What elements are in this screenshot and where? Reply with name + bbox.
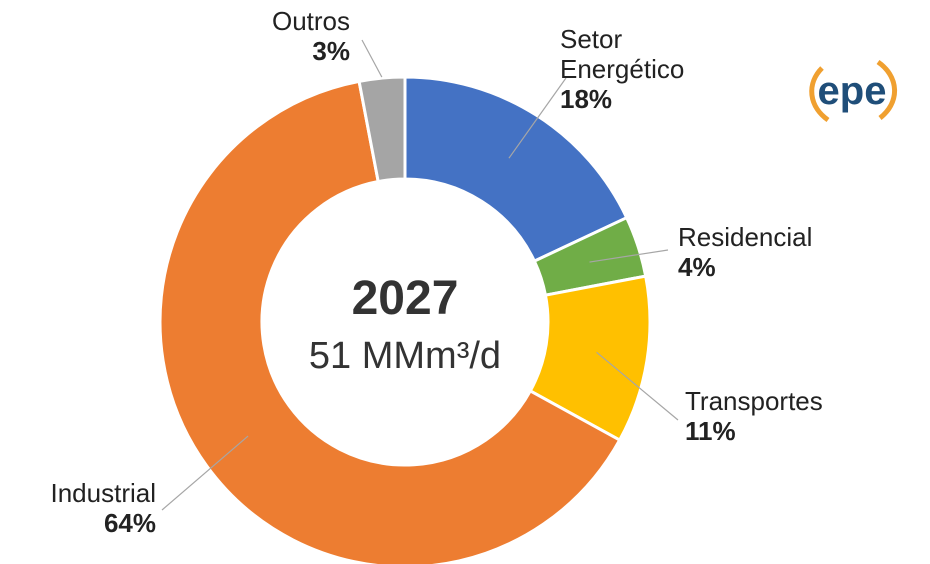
- leader-line: [161, 435, 249, 511]
- donut-slice: [158, 79, 622, 564]
- value-label: 64%: [103, 508, 156, 538]
- logo-arc: [876, 59, 898, 120]
- value-label: 11%: [685, 416, 736, 446]
- value-label: 4%: [678, 252, 716, 282]
- category-label: Industrial: [50, 478, 157, 508]
- logo-arc: [809, 66, 830, 123]
- category-label: Transportes: [685, 386, 823, 416]
- leader-line: [508, 77, 567, 159]
- donut-slice: [403, 75, 629, 264]
- donut-slice: [357, 75, 407, 184]
- slice-label: Industrial 64%: [0, 478, 157, 538]
- leader-line: [596, 351, 679, 421]
- category-label: Residencial: [678, 222, 813, 252]
- leader-line: [589, 249, 669, 263]
- value-label: 18%: [560, 84, 613, 114]
- slice-label: Transportes 11%: [685, 386, 885, 446]
- category-label: Setor Energético: [560, 24, 685, 84]
- center-title: 2027: [352, 272, 459, 325]
- slice-label: Setor Energético 18%: [560, 24, 700, 114]
- logo-text: epe: [818, 69, 887, 113]
- value-label: 3%: [312, 36, 350, 66]
- slice-label: Outros 3%: [200, 6, 350, 66]
- logo: epe: [809, 59, 898, 123]
- center-subtitle: 51 MMm³/d: [309, 335, 501, 377]
- leader-line: [361, 39, 383, 78]
- slice-label: Residencial 4%: [678, 222, 878, 282]
- category-label: Outros: [271, 6, 350, 36]
